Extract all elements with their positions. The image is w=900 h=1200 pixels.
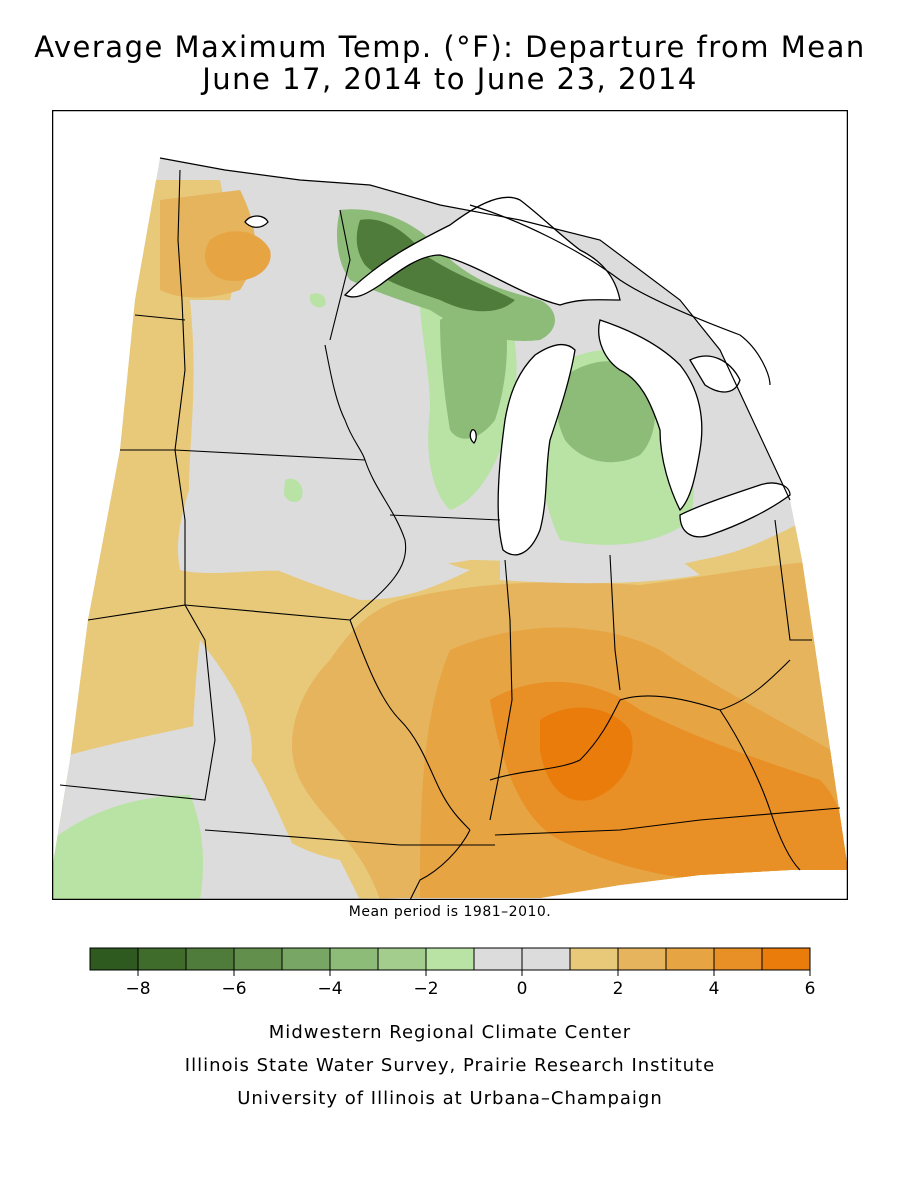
map-title: Average Maximum Temp. (°F): Departure fr… [34,30,866,64]
legend-bin [521,947,571,971]
cool-spot-mn [310,293,326,308]
warm-spot-mn [205,231,271,281]
credit-university: University of Illinois at Urbana–Champai… [237,1088,663,1109]
neutral-region-michigan-south [500,552,700,584]
legend-bin [185,947,235,971]
legend-bin [233,947,283,971]
legend-tick-label: −6 [221,979,246,999]
cool-region-michigan-core [556,361,656,463]
map-date-range: June 17, 2014 to June 23, 2014 [202,62,698,96]
great-lakes [244,196,791,556]
legend-ticks: −8 −6 −4 −2 0 2 4 6 [125,970,815,999]
temperature-departure-map [52,110,848,900]
legend-bin [425,947,475,971]
legend-bin [761,947,811,971]
cool-region-southwest [52,795,203,900]
lake-superior [343,196,621,306]
legend-bin [569,947,619,971]
legend-bin [713,947,763,971]
neutral-region-central [188,300,470,600]
legend-tick-label: 4 [709,979,720,999]
cool-region-wisconsin-core [440,308,507,439]
color-legend: −8 −6 −4 −2 0 2 4 6 [89,947,815,999]
state-boundaries [59,169,841,900]
legend-bin [377,947,427,971]
lake-erie [679,482,791,538]
legend-bin [281,947,331,971]
legend-bin [665,947,715,971]
credit-center: Midwestern Regional Climate Center [268,1022,632,1043]
outside-land [159,157,791,501]
cool-spot-iowa [284,478,303,503]
legend-bin [137,947,187,971]
legend-bin [329,947,379,971]
lake-michigan [497,343,576,556]
cool-region-upper-peninsula-core [356,219,515,312]
legend-tick-label: 6 [805,979,816,999]
lake-of-the-woods [244,215,269,228]
legend-tick-label: −4 [317,979,342,999]
legend-tick-label: 0 [517,979,528,999]
legend-bin [89,947,139,971]
lake-winnebago [469,429,477,444]
legend-tick-label: −8 [125,979,150,999]
legend-bin [473,947,523,971]
legend-bins [89,947,811,971]
mean-period-note: Mean period is 1981–2010. [348,904,552,920]
legend-tick-label: 2 [613,979,624,999]
lake-huron [598,319,703,512]
credit-survey: Illinois State Water Survey, Prairie Res… [184,1055,716,1076]
legend-bin [617,947,667,971]
neutral-region-mo [192,640,360,900]
legend-tick-label: −2 [413,979,438,999]
